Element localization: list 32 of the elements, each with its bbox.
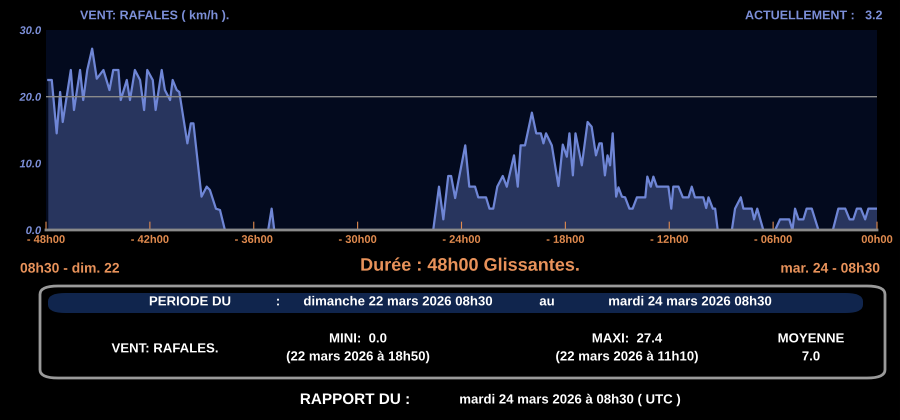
x-tick-label: - 36h00 <box>235 234 272 244</box>
text: 7.0 <box>802 351 820 361</box>
x-tick-label: - 18h00 <box>546 234 584 244</box>
y-tick-label: 10.0 <box>20 160 42 168</box>
x-tick-label: - 30h00 <box>338 234 376 244</box>
text: MOYENNE <box>778 333 844 343</box>
chart-title: VENT: RAFALES ( km/h ). <box>80 10 228 22</box>
text: (22 mars 2026 à 18h50) <box>286 350 430 364</box>
text: MAXI: 27.4 <box>592 333 662 342</box>
text: 08h30 - dim. 22 <box>20 262 120 273</box>
text: VENT: RAFALES. <box>112 343 218 353</box>
text: ACTUELLEMENT : 3.2 <box>745 10 882 20</box>
text: mardi 24 mars 2026 08h30 <box>609 296 772 306</box>
text: mar. 24 - 08h30 <box>781 262 880 273</box>
x-tick-label: 00h00 <box>862 234 892 244</box>
x-tick-label: - 42h00 <box>131 234 169 244</box>
text: (22 mars 2026 à 11h10) <box>556 350 698 364</box>
text: mardi 24 mars 2026 à 08h30 ( UTC ) <box>460 394 680 406</box>
text: RAPPORT DU : <box>300 393 409 404</box>
text: PERIODE DU <box>150 296 230 306</box>
y-tick-label: 0.0 <box>26 226 42 234</box>
y-tick-label: 20.0 <box>19 92 42 101</box>
text: : <box>277 298 279 306</box>
x-tick-label: - 12h00 <box>650 234 688 244</box>
text: dimanche 22 mars 2026 08h30 <box>304 296 492 306</box>
text: Durée : 48h00 Glissantes. <box>361 257 579 271</box>
x-tick-label: - 24h00 <box>442 234 480 244</box>
text: au <box>540 298 554 306</box>
text: MINI: 0.0 <box>330 333 386 343</box>
y-tick-label: 30.0 <box>20 26 42 34</box>
x-tick-label: - 06h00 <box>754 234 792 244</box>
x-tick-label: - 48h00 <box>27 234 65 244</box>
